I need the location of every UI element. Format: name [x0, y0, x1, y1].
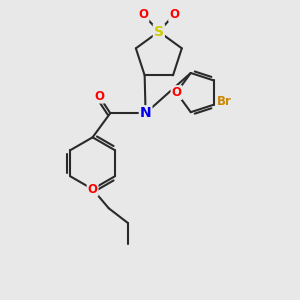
Text: N: N: [140, 106, 152, 120]
Text: O: O: [94, 90, 104, 103]
Text: O: O: [169, 8, 179, 21]
Text: Br: Br: [217, 95, 232, 108]
Text: O: O: [88, 183, 98, 196]
Text: O: O: [139, 8, 148, 21]
Text: O: O: [172, 86, 182, 99]
Text: S: S: [154, 25, 164, 39]
